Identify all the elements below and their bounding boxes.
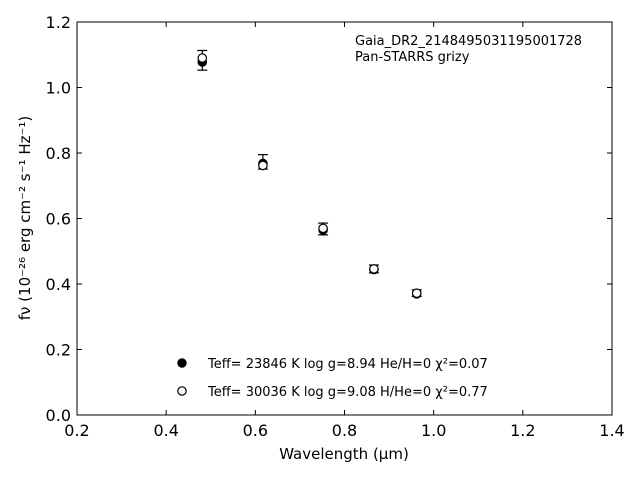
error-bars <box>197 49 422 298</box>
data-points <box>197 53 422 299</box>
x-tick-label: 0.2 <box>64 421 89 440</box>
x-tick-label: 0.8 <box>332 421 357 440</box>
x-tick-label: 1.0 <box>421 421 446 440</box>
legend-marker-filled <box>177 358 187 368</box>
legend-marker-open <box>177 386 187 396</box>
point-model-db <box>369 264 379 274</box>
annotation-star-id: Gaia_DR2_2148495031195001728 <box>355 34 582 49</box>
y-tick-label: 0.6 <box>46 210 71 229</box>
y-tick-label: 0.2 <box>46 341 71 360</box>
point-model-db <box>258 160 268 171</box>
annotation-survey: Pan-STARRS grizy <box>355 50 470 65</box>
point-model-db <box>197 53 208 63</box>
point-model-db <box>318 223 328 234</box>
x-tick-label: 1.4 <box>599 421 624 440</box>
axis-ticks: 0.2 0.4 0.6 0.8 1.0 1.2 1.40.00.20.40.60.81.01… <box>46 13 625 440</box>
point-model-db <box>411 288 422 298</box>
x-tick-label: 0.6 <box>243 421 268 440</box>
y-tick-label: 0.0 <box>46 406 71 425</box>
y-axis-label: fν (10⁻²⁶ erg cm⁻² s⁻¹ Hz⁻¹) <box>16 116 34 321</box>
x-tick-label: 0.4 <box>153 421 178 440</box>
x-tick-label: 1.2 <box>510 421 535 440</box>
y-tick-label: 1.2 <box>46 13 71 32</box>
legend: Teff= 23846 K log g=8.94 He/H=0 χ²=0.07 … <box>177 357 488 400</box>
y-tick-label: 0.8 <box>46 144 71 163</box>
x-axis-label: Wavelength (μm) <box>279 445 409 463</box>
y-tick-label: 1.0 <box>46 79 71 98</box>
legend-label-1: Teff= 30036 K log g=9.08 H/He=0 χ²=0.77 <box>207 385 488 400</box>
legend-label-0: Teff= 23846 K log g=8.94 He/H=0 χ²=0.07 <box>207 357 488 372</box>
y-tick-label: 0.4 <box>46 275 71 294</box>
